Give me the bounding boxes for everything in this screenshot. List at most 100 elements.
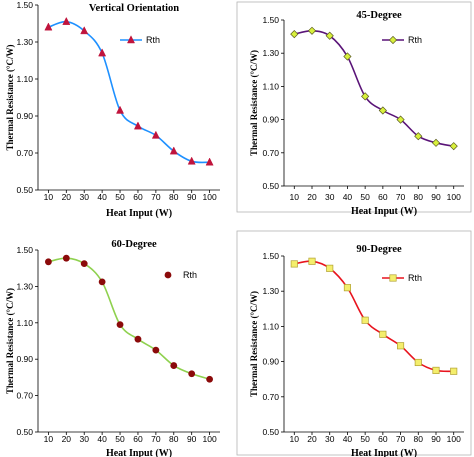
data-point	[45, 258, 52, 266]
y-tick-label: 1.10	[262, 321, 279, 331]
data-point	[152, 346, 160, 354]
x-tick-label: 20	[307, 434, 317, 444]
data-point	[343, 52, 352, 61]
y-tick-label: 0.70	[16, 148, 33, 158]
data-point	[432, 366, 440, 374]
x-tick-label: 10	[290, 434, 300, 444]
x-tick-label: 50	[360, 434, 370, 444]
data-point	[134, 335, 142, 343]
legend-label: Rth	[408, 35, 422, 45]
y-tick-label: 0.50	[262, 427, 279, 437]
x-tick-label: 90	[431, 434, 441, 444]
x-tick-label: 10	[44, 434, 54, 444]
y-tick-label: 1.50	[16, 245, 33, 255]
x-tick-label: 30	[79, 192, 89, 202]
data-point	[169, 146, 178, 155]
x-tick-label: 70	[396, 434, 406, 444]
y-tick-label: 0.90	[262, 115, 279, 125]
y-tick-label: 0.50	[16, 427, 33, 437]
data-point	[379, 330, 387, 338]
data-point	[307, 26, 317, 35]
y-tick-label: 1.50	[16, 0, 33, 10]
data-point	[378, 106, 387, 115]
data-point	[290, 260, 298, 268]
x-tick-label: 100	[203, 434, 217, 444]
data-point	[44, 22, 53, 31]
series-line	[48, 257, 210, 380]
y-tick-label: 1.10	[16, 74, 33, 84]
legend-label: Rth	[146, 35, 160, 45]
data-point	[325, 31, 334, 40]
chart-panel-frame	[236, 230, 472, 456]
data-point	[397, 342, 405, 350]
chart-title: 90-Degree	[356, 244, 402, 255]
x-axis-label: Heat Input (W)	[106, 448, 172, 457]
chart-panel-1: 0.50 0.70 0.90 1.10 1.30 1.50 10 20 30 40 50 60 70 80…	[5, 0, 220, 219]
y-tick-label: 0.90	[16, 354, 33, 364]
x-tick-label: 40	[343, 434, 353, 444]
series-line	[294, 29, 454, 147]
x-tick-label: 30	[79, 434, 89, 444]
y-tick-label: 0.50	[262, 181, 279, 191]
y-tick-label: 0.70	[262, 148, 279, 158]
legend-label: Rth	[183, 270, 197, 280]
x-tick-label: 60	[378, 434, 388, 444]
data-point	[290, 30, 299, 39]
x-tick-label: 80	[414, 192, 424, 202]
y-tick-label: 1.10	[16, 318, 33, 328]
legend-marker	[388, 35, 398, 45]
data-point	[414, 132, 423, 141]
chart-panel-frame	[236, 1, 472, 213]
y-axis-label: Thermal Resistance (°C/W)	[249, 50, 259, 156]
x-axis-label: Heat Input (W)	[106, 208, 172, 219]
x-tick-label: 40	[343, 192, 353, 202]
data-point	[431, 138, 441, 147]
x-tick-label: 100	[447, 192, 461, 202]
data-point	[361, 316, 369, 324]
x-tick-label: 50	[115, 192, 125, 202]
chart-panel-3: 0.50 0.70 0.90 1.10 1.30 1.50 10 20 30 40 50 60 70 80…	[5, 239, 220, 457]
x-tick-label: 30	[325, 192, 335, 202]
y-tick-label: 0.70	[16, 391, 33, 401]
data-point	[414, 358, 422, 367]
x-tick-label: 70	[151, 192, 161, 202]
y-tick-label: 0.90	[262, 357, 279, 367]
data-point	[343, 284, 351, 292]
x-tick-label: 70	[396, 192, 406, 202]
x-tick-label: 80	[169, 434, 179, 444]
data-point	[80, 260, 88, 268]
x-axis-label: Heat Input (W)	[351, 206, 417, 217]
legend-marker	[389, 274, 397, 282]
x-tick-label: 90	[431, 192, 441, 202]
x-tick-label: 10	[290, 192, 300, 202]
series-line	[294, 260, 454, 373]
data-point	[205, 157, 214, 166]
x-tick-label: 40	[97, 434, 107, 444]
y-tick-label: 1.30	[16, 37, 33, 47]
y-tick-label: 1.50	[262, 251, 279, 261]
data-point	[98, 48, 107, 57]
x-tick-label: 20	[62, 434, 72, 444]
x-tick-label: 60	[133, 192, 143, 202]
x-tick-label: 30	[325, 434, 335, 444]
x-tick-label: 70	[151, 434, 161, 444]
data-point	[396, 115, 405, 124]
legend-marker	[126, 35, 136, 44]
x-tick-label: 10	[44, 192, 54, 202]
chart-title: Vertical Orientation	[89, 3, 179, 14]
data-point	[62, 16, 71, 25]
y-axis-label: Thermal Resistance (°C/W)	[5, 44, 15, 150]
y-tick-label: 1.30	[262, 48, 279, 58]
data-point	[187, 156, 196, 165]
data-point	[80, 26, 89, 35]
x-tick-label: 60	[133, 434, 143, 444]
x-tick-label: 100	[447, 434, 461, 444]
x-tick-label: 100	[203, 192, 217, 202]
x-tick-label: 80	[414, 434, 424, 444]
y-tick-label: 0.50	[16, 185, 33, 195]
x-axis-label: Heat Input (W)	[351, 448, 417, 457]
data-point	[133, 121, 142, 130]
x-tick-label: 50	[360, 192, 370, 202]
y-tick-label: 1.50	[262, 15, 279, 25]
y-tick-label: 0.90	[16, 111, 33, 121]
